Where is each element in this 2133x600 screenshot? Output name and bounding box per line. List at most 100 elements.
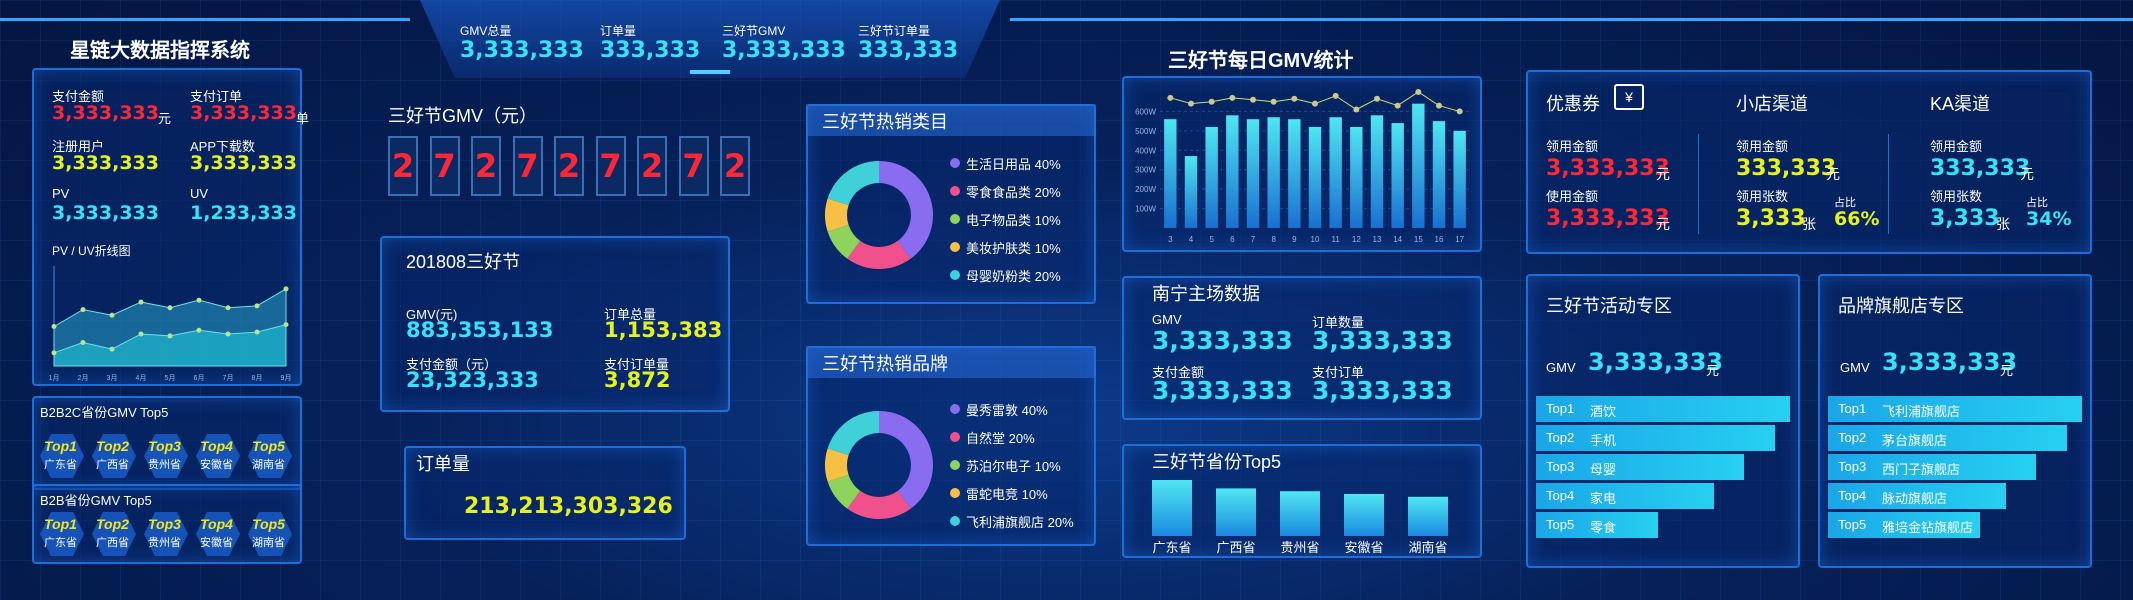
pvuv-series-uv-point: [51, 350, 57, 356]
legend-label: 飞利浦旗舰店 20%: [966, 515, 1074, 530]
pvuv-series-uv-point: [167, 333, 173, 339]
province-bar: [1344, 494, 1384, 536]
province-hex-icon: [144, 434, 188, 478]
gmv-digit: 7: [512, 136, 543, 196]
legend-dot: [950, 242, 960, 252]
daily-trend-point: [1456, 108, 1463, 115]
left-stat-label: 支付订单: [190, 89, 243, 104]
pvuv-x-tick: 9月: [281, 374, 292, 382]
legend-dot: [950, 404, 960, 414]
province-hex-icon: [196, 434, 240, 478]
province-rank: Top1: [44, 516, 77, 532]
left-stat-unit: 单: [296, 111, 310, 126]
rank-name: 零食: [1590, 520, 1617, 535]
pvuv-x-tick: 8月: [252, 374, 263, 382]
legend-dot: [950, 214, 960, 224]
rank-bar: [1536, 512, 1658, 538]
gmv-digit: 7: [678, 136, 709, 196]
header-line-right: [1010, 18, 2133, 21]
hot_brands-slice: [827, 474, 861, 509]
order-volume-title: 订单量: [416, 454, 470, 474]
hot-categories-title: 三好节热销类目: [822, 112, 948, 132]
activity-gmv-label: GMV: [1546, 360, 1576, 375]
province-rank: Top1: [44, 438, 77, 454]
shop-amount-label: 领用金额: [1736, 139, 1789, 154]
rank-bar: [1828, 454, 2036, 480]
daily-bar: [1205, 126, 1218, 228]
hot_categories-slice: [879, 161, 933, 259]
province-bar-label: 贵州省: [1280, 541, 1319, 556]
brand-gmv-value: 3,333,333: [1882, 348, 2018, 376]
coupon-used-label: 领用金额: [1546, 139, 1599, 154]
rank-name: 酒饮: [1590, 404, 1617, 419]
left-stat-label: UV: [190, 186, 209, 201]
daily-bar: [1412, 103, 1425, 228]
province-name: 安徽省: [200, 537, 233, 549]
b2b-title: B2B省份GMV Top5: [40, 493, 152, 508]
shop-channel-title: 小店渠道: [1736, 94, 1808, 114]
daily-x-tick: 6: [1230, 235, 1235, 244]
hot_categories-slice: [847, 240, 911, 269]
daily-bar: [1453, 130, 1466, 228]
rank-name: 手机: [1590, 433, 1617, 448]
pvuv-series-pv-point: [167, 305, 173, 311]
pvuv-x-tick: 7月: [223, 374, 234, 382]
festival-gmv-value: 883,353,133: [406, 318, 554, 342]
legend-dot: [950, 270, 960, 280]
pvuv-series-pv-point: [196, 297, 202, 303]
gmv-digit: 7: [595, 136, 626, 196]
ka-channel-title: KA渠道: [1930, 94, 1991, 114]
festival-orders-label: 订单总量: [604, 307, 657, 322]
ka-count-unit: 张: [1996, 216, 2010, 232]
ka-amount-unit: 元: [2020, 166, 2034, 182]
province-hex-icon: [40, 434, 84, 478]
daily-bar: [1246, 119, 1260, 228]
coupon-icon: ¥: [1614, 84, 1644, 110]
daily-y-tick: 300W: [1135, 166, 1156, 175]
legend-label: 生活日用品 40%: [966, 157, 1061, 172]
daily-x-tick: 13: [1373, 235, 1382, 244]
pvuv-series-uv-point: [80, 340, 86, 345]
province-name: 贵州省: [148, 537, 181, 549]
province-bar: [1408, 496, 1448, 536]
pvuv-series-pv-point: [80, 307, 86, 313]
legend-label: 自然堂 20%: [966, 431, 1035, 446]
daily-gmv-chart: 100W 200W 300W 400W 500W 600W 3 4 5 6 7 8 9 10 11 12 13 1…: [1135, 89, 1470, 244]
daily-trend-point: [1436, 102, 1442, 109]
festival-orders-value: 1,153,383: [604, 318, 723, 342]
nanning-label: 支付金额: [1152, 365, 1205, 380]
ka-count-label: 领用张数: [1930, 189, 1983, 204]
legend-dot: [950, 432, 960, 442]
daily-y-tick: 200W: [1135, 185, 1156, 194]
daily-x-tick: 7: [1251, 235, 1256, 244]
hot_categories-slice: [825, 198, 849, 232]
hot_brands-slice: [825, 448, 849, 482]
province-bar: [1152, 480, 1192, 536]
brand-gmv-unit: 元: [2000, 363, 2014, 378]
daily-gmv-title: 三好节每日GMV统计: [1168, 50, 1354, 72]
ka-ratio-label: 占比: [2026, 197, 2048, 209]
gmv-digits-title: 三好节GMV（元）: [388, 106, 538, 126]
legend-label: 零食食品类 20%: [966, 185, 1061, 200]
daily-trend-point: [1312, 100, 1318, 107]
rank-label: Top2: [1838, 430, 1867, 445]
hot-brands-header: [806, 346, 1096, 378]
header-kpi-label: GMV总量: [460, 24, 512, 38]
daily-bar: [1226, 115, 1239, 228]
province-rank: Top3: [148, 438, 181, 454]
nanning-value: 3,333,333: [1152, 376, 1293, 405]
festival-pay-label: 支付金额（元）: [406, 357, 498, 372]
ka-count-value: 3,333: [1930, 206, 2000, 231]
rank-bar: [1828, 396, 2082, 422]
province-hex-icon: [92, 434, 136, 478]
legend-dot: [950, 516, 960, 526]
daily-x-tick: 5: [1209, 235, 1214, 244]
coupon-use-unit: 元: [1656, 216, 1670, 232]
legend-dot: [950, 158, 960, 168]
province-name: 广西省: [96, 537, 129, 549]
daily-bar: [1288, 119, 1301, 228]
pvuv-series-pv-point: [138, 299, 144, 305]
left-stat-label: 支付金额: [52, 89, 105, 104]
left-stat-value: 3,333,333: [52, 202, 159, 224]
province-bar: [1216, 488, 1256, 536]
